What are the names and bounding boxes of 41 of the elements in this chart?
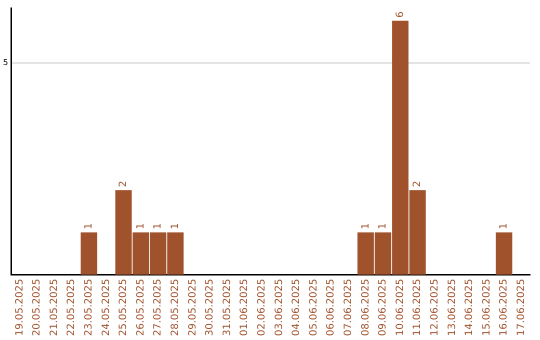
- x-tick-label: 08.06.2025: [360, 278, 372, 336]
- x-tick-label: 01.06.2025: [239, 278, 250, 336]
- y-tick-label: 5: [2, 58, 8, 68]
- x-tick-label: 25.05.2025: [118, 278, 130, 336]
- x-tick-label: 04.06.2025: [291, 278, 302, 336]
- data-label: 1: [498, 223, 510, 230]
- x-tick-label: 10.06.2025: [394, 278, 406, 336]
- x-tick-label: 02.06.2025: [256, 278, 268, 336]
- x-tick-label: 28.05.2025: [170, 278, 182, 336]
- data-label: 1: [170, 223, 182, 230]
- x-tick-label: 14.06.2025: [464, 278, 476, 336]
- x-tick-label: 22.05.2025: [66, 278, 78, 336]
- x-tick-label: 11.06.2025: [412, 278, 424, 336]
- x-tick-label: 31.05.2025: [222, 278, 233, 336]
- x-tick-label: 05.06.2025: [308, 278, 320, 336]
- x-tick-label: 20.05.2025: [32, 278, 43, 336]
- data-label: 1: [378, 223, 389, 230]
- x-tick-label: 09.06.2025: [378, 278, 389, 336]
- x-tick-label: 16.06.2025: [498, 278, 510, 336]
- x-tick-label: 19.05.2025: [14, 278, 26, 336]
- data-label: 6: [394, 11, 406, 18]
- x-tick-label: 03.06.2025: [274, 278, 285, 336]
- data-label: 2: [412, 180, 424, 188]
- x-tick-label: 13.06.2025: [446, 278, 458, 336]
- x-tick-label: 21.05.2025: [48, 278, 60, 336]
- x-tick-label: 17.06.2025: [516, 278, 527, 336]
- data-label: 1: [360, 223, 372, 230]
- data-label: 1: [152, 223, 164, 230]
- data-label: 1: [135, 223, 146, 230]
- x-tick-label: 29.05.2025: [187, 278, 198, 336]
- x-tick-label: 24.05.2025: [100, 278, 112, 336]
- x-tick-label: 06.06.2025: [326, 278, 337, 336]
- data-label: 2: [118, 180, 130, 188]
- x-tick-label: 26.05.2025: [135, 278, 146, 336]
- x-tick-label: 07.06.2025: [342, 278, 354, 336]
- x-tick-label: 30.05.2025: [204, 278, 216, 336]
- x-tick-label: 12.06.2025: [429, 278, 440, 336]
- x-tick-label: 27.05.2025: [152, 278, 164, 336]
- x-tick-label: 23.05.2025: [84, 278, 95, 336]
- x-tick-label: 15.06.2025: [481, 278, 492, 336]
- data-label: 1: [84, 223, 95, 230]
